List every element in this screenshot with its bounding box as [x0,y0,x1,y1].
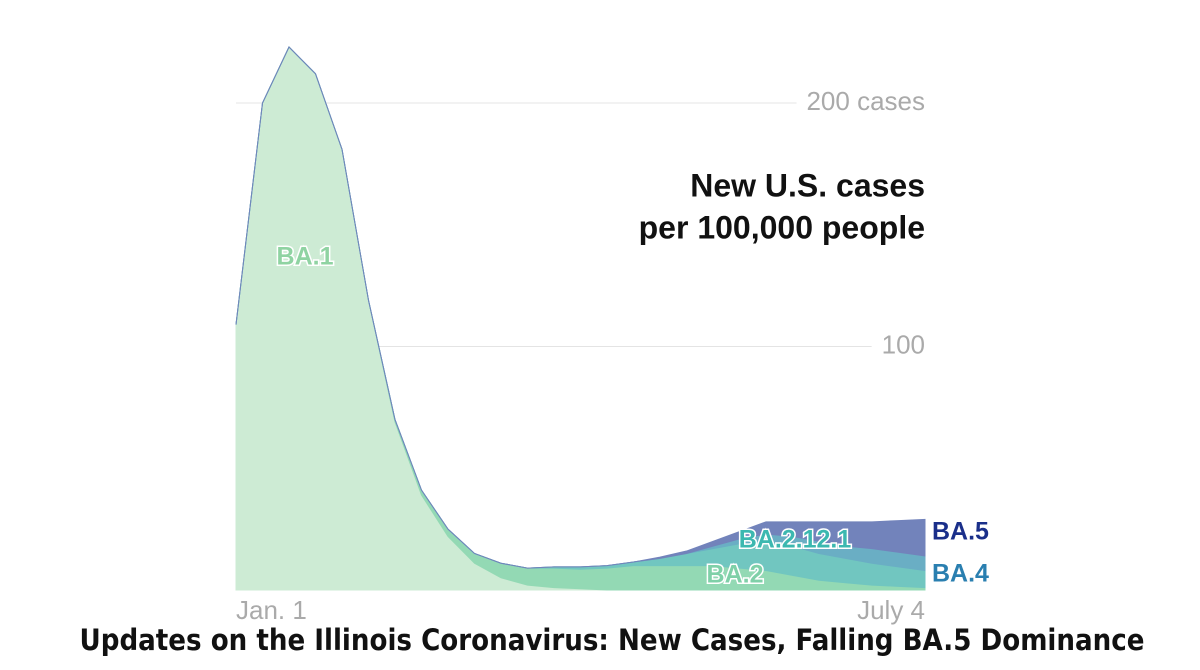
area [235,46,926,569]
series-label: BA.5 [932,518,989,546]
series-label: BA.2 [707,561,764,589]
series-label: BA.2.12.1 [739,526,852,554]
x-tick-label: Jan. 1 [236,595,307,625]
y-tick-label: 100 [882,329,925,359]
x-tick-label: July 4 [857,595,925,625]
chart-title: Updates on the Illinois Coronavirus: New… [80,623,1145,657]
area [235,46,925,591]
annotation: New U.S. cases [690,167,925,203]
series-label: BA.1 [277,243,334,271]
series-label: BA.4 [932,560,989,588]
y-tick-label: 200 cases [806,86,925,116]
annotation: per 100,000 people [639,209,925,245]
